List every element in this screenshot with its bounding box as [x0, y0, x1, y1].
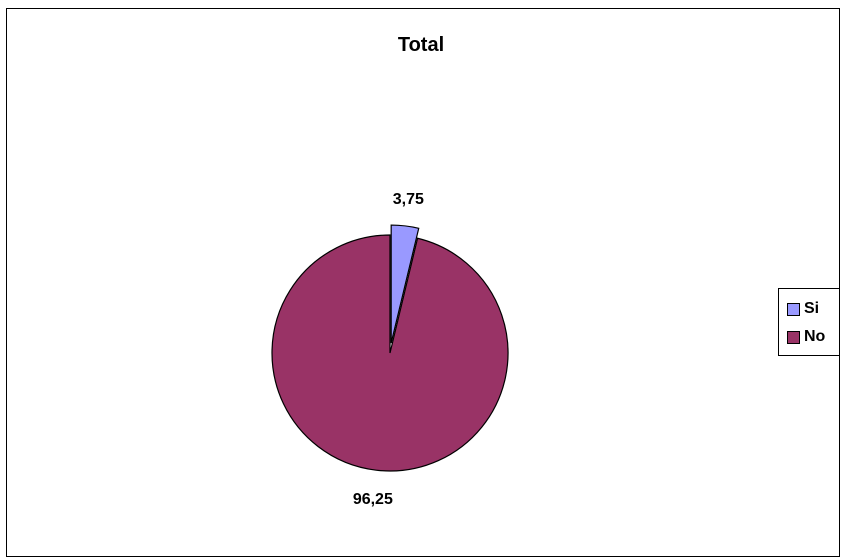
chart-title: Total: [397, 34, 445, 56]
legend-entry-si: Si: [787, 299, 819, 319]
legend-swatch-si: [787, 302, 800, 316]
legend-swatch-no: [787, 330, 800, 344]
data-label-si: 3,75: [393, 191, 424, 208]
pie-slice-si: [390, 224, 420, 344]
pie-slice-no: [271, 234, 509, 472]
legend-label-no: No: [804, 328, 826, 345]
legend-entry-no: No: [787, 327, 825, 347]
legend: Si No: [778, 288, 840, 356]
data-label-no: 96,25: [353, 491, 393, 508]
legend-label-si: Si: [804, 300, 820, 317]
